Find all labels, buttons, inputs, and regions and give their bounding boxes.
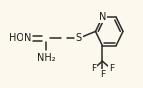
Text: NH₂: NH₂ <box>37 53 56 63</box>
Text: F: F <box>100 70 105 79</box>
Text: N: N <box>99 12 106 22</box>
Text: HO: HO <box>9 33 24 43</box>
Text: F: F <box>91 64 96 73</box>
Text: N: N <box>24 33 32 43</box>
Text: F: F <box>109 64 114 73</box>
Text: S: S <box>76 33 82 43</box>
